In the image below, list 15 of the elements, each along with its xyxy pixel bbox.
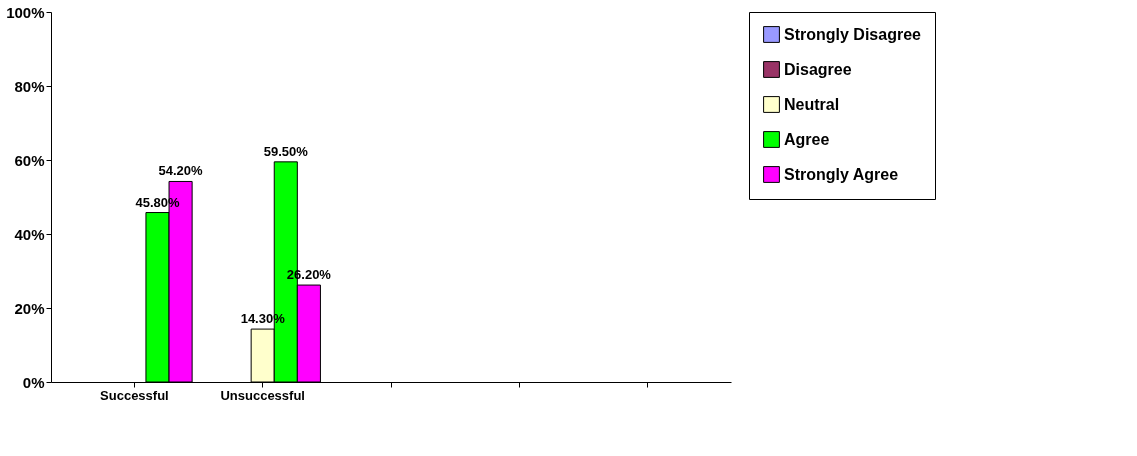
y-tick-label: 20% xyxy=(14,299,45,317)
data-label: 54.20% xyxy=(158,163,204,179)
y-tick-label: 40% xyxy=(14,225,45,243)
x-tick-label: Unsuccessful xyxy=(220,387,305,403)
y-tick-label: 100% xyxy=(6,3,45,21)
x-tick-label: Successful xyxy=(100,387,169,403)
y-tick-label: 80% xyxy=(14,77,45,95)
y-tick-label: 0% xyxy=(22,373,45,391)
legend-label: Disagree xyxy=(784,60,852,78)
legend-label: Agree xyxy=(784,130,830,148)
legend-label: Strongly Agree xyxy=(784,165,899,183)
legend-label: Strongly Disagree xyxy=(784,25,922,43)
y-tick-label: 60% xyxy=(14,151,45,169)
data-label: 59.50% xyxy=(263,143,309,159)
legend-label: Neutral xyxy=(784,95,840,113)
